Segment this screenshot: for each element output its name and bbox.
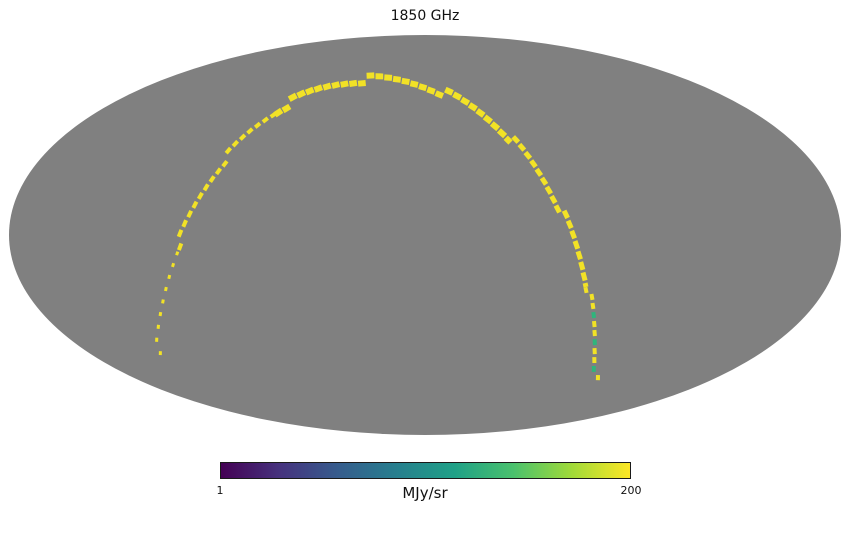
colorbar-max-label: 200 <box>620 484 642 497</box>
colorbar-unit-label: MJy/sr <box>402 484 448 502</box>
mollweide-ellipse <box>9 35 841 435</box>
colorbar-min-label: 1 <box>216 484 224 497</box>
chart-title: 1850 GHz <box>390 8 460 24</box>
colorbar <box>220 462 631 479</box>
scan-arc <box>155 72 600 381</box>
